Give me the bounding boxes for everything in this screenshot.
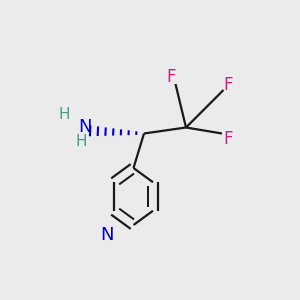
- Text: N: N: [79, 118, 92, 136]
- Text: F: F: [223, 130, 233, 148]
- Text: F: F: [224, 76, 233, 94]
- Text: N: N: [100, 226, 113, 244]
- Text: H: H: [59, 107, 70, 122]
- Text: H: H: [75, 134, 87, 148]
- Text: F: F: [167, 68, 176, 85]
